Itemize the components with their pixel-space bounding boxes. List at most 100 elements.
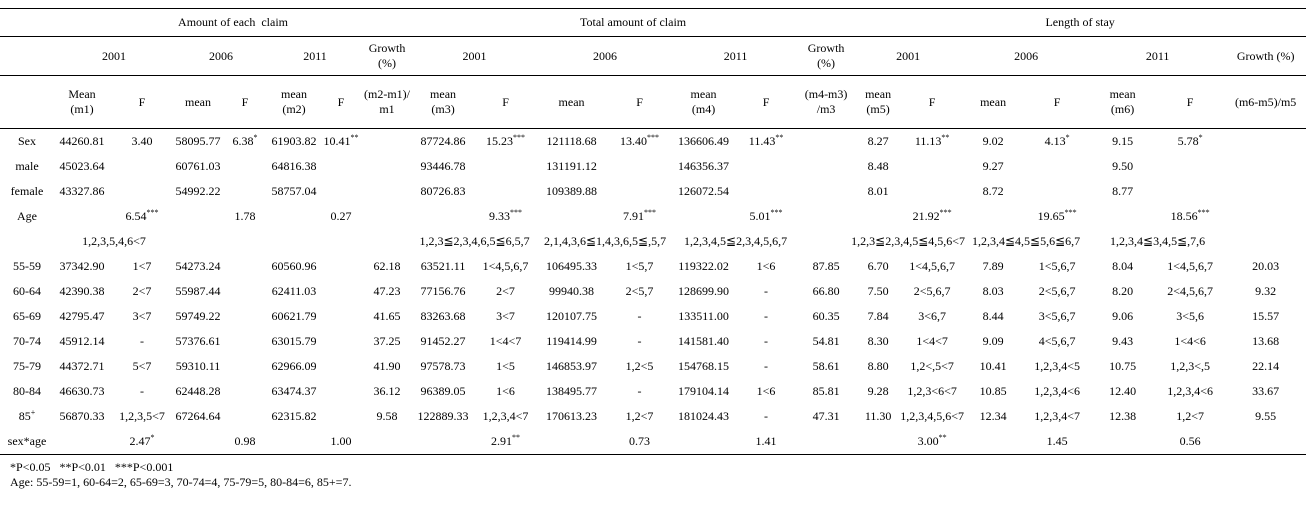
cell: 10.41 (979, 359, 1007, 373)
year-header: 2006 (537, 36, 674, 76)
cell (222, 179, 268, 204)
cell: 46630.73 (59, 384, 105, 398)
cell: 21.92*** (912, 208, 952, 224)
cell: 179104.14 (678, 384, 730, 398)
cell: - (764, 309, 769, 323)
cell (1155, 179, 1225, 204)
cell (54, 429, 110, 455)
cell: 1<4<6 (1174, 334, 1206, 348)
group-header-row: Amount of each claim Total amount of clai… (0, 8, 1306, 37)
cell: 170613.23 (546, 409, 598, 423)
cell: 2<4,5,6,7 (1167, 284, 1213, 298)
cell: 109389.88 (546, 184, 598, 198)
cell: 93446.78 (420, 159, 466, 173)
cell: 13.68 (1252, 334, 1280, 348)
table-row: 80-84 46630.73 - 62448.28 63474.37 36.12 96389… (0, 379, 1306, 404)
cell: 8.77 (1112, 184, 1134, 198)
table-header: Amount of each claim Total amount of clai… (0, 8, 1306, 129)
cell: 83263.68 (420, 309, 466, 323)
cell (362, 179, 412, 204)
table-row: 65-69 42795.47 3<7 59749.22 60621.79 41.65 832… (0, 304, 1306, 329)
cell: 119322.02 (678, 259, 729, 273)
column-header: mean (537, 75, 607, 129)
cell: 54.81 (812, 334, 840, 348)
cell: 60761.03 (175, 159, 221, 173)
cell: 8.04 (1112, 259, 1134, 273)
column-header: mean (m6) (1090, 75, 1156, 129)
cell (320, 154, 362, 179)
row-label: 55-59 (13, 259, 41, 273)
cell: 87724.86 (420, 134, 466, 148)
cell (412, 204, 474, 229)
cell (962, 429, 1025, 455)
cell: 8.72 (982, 184, 1004, 198)
cell: 44372.71 (59, 359, 105, 373)
cell (474, 179, 537, 204)
cell: 3<7 (496, 309, 515, 323)
cell: 2<5,6,7 (1038, 284, 1076, 298)
cell: 1<6 (756, 384, 776, 398)
cell (222, 379, 268, 404)
cell: 146853.97 (546, 359, 598, 373)
cell: 66.80 (812, 284, 840, 298)
cell: 33.67 (1252, 384, 1280, 398)
cell: 12.40 (1109, 384, 1137, 398)
row-label: Age (17, 209, 37, 223)
cell: 10.41** (323, 133, 359, 149)
cell (222, 329, 268, 354)
year-header: Growth (%) (362, 36, 413, 76)
cell: - (637, 334, 642, 348)
year-header: Growth (%) (798, 36, 855, 76)
cell: 0.27 (330, 209, 352, 223)
cell: 8.48 (867, 159, 889, 173)
cell: 19.65*** (1037, 208, 1077, 224)
cell: 60.35 (812, 309, 840, 323)
cell: 122889.33 (417, 409, 469, 423)
cell: - (764, 359, 769, 373)
cell: 41.65 (373, 309, 401, 323)
cell (798, 129, 854, 155)
cell (1225, 179, 1306, 204)
cell: 1.41 (734, 429, 799, 455)
cell: 62.18 (373, 259, 401, 273)
cell: 4<5,6,7 (1038, 334, 1076, 348)
column-header: F (474, 75, 538, 129)
column-header: mean (m2) (268, 75, 320, 129)
cell (734, 154, 798, 179)
column-header: mean (m5) (854, 75, 903, 129)
cell (1155, 154, 1225, 179)
cell: 131191.12 (546, 159, 597, 173)
cell: 11.43** (748, 133, 784, 149)
cell: 5<7 (132, 359, 152, 373)
cell: 8.03 (982, 284, 1004, 298)
row-label: 80-84 (13, 384, 41, 398)
cell (902, 179, 962, 204)
cell (222, 354, 268, 379)
cell (1225, 129, 1306, 155)
cell: 3.40 (131, 134, 153, 148)
cell: 1,2,3<,5 (1170, 359, 1210, 373)
column-header: F (110, 75, 174, 129)
cell (320, 404, 362, 429)
cell: 9.58 (376, 409, 398, 423)
table-row: female 43327.86 54992.22 58757.04 80726.83 10… (0, 179, 1306, 204)
cell: 1.00 (320, 429, 362, 455)
cell: - (764, 409, 769, 423)
cell (222, 254, 268, 279)
cell: 62315.82 (271, 409, 317, 423)
cell: 59749.22 (175, 309, 221, 323)
cell (1090, 429, 1156, 455)
cell (222, 304, 268, 329)
cell: 54992.22 (175, 184, 221, 198)
table-row: 85+ 56870.33 1,2,3,5<7 67264.64 62315.82 9.58… (0, 404, 1306, 429)
cell: 85.81 (812, 384, 840, 398)
cell: 141581.40 (678, 334, 730, 348)
row-label: female (10, 184, 44, 198)
cell: 60560.96 (271, 259, 317, 273)
column-header: F (1155, 75, 1226, 129)
column-header: F (902, 75, 963, 129)
cell (320, 354, 362, 379)
cell: 9.02 (982, 134, 1004, 148)
year-header: 2011 (268, 36, 362, 76)
cell (537, 429, 607, 455)
